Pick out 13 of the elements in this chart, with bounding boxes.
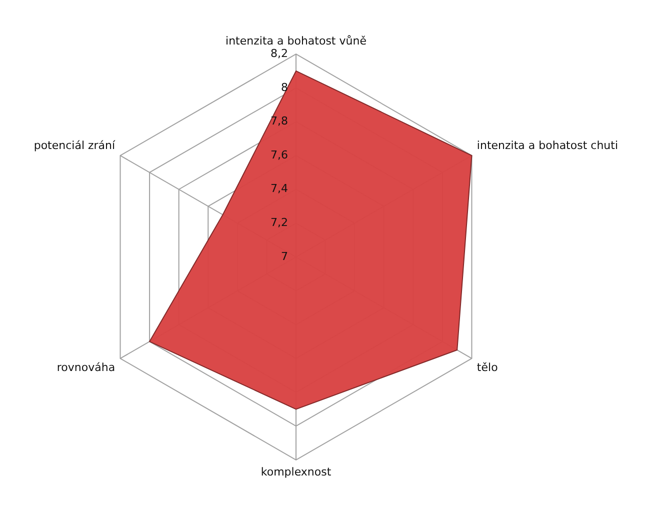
- y-tick-label: 8: [281, 80, 288, 94]
- y-tick-label: 7,6: [270, 148, 288, 162]
- y-tick-label: 7,8: [270, 114, 288, 128]
- spoke-label: komplexnost: [260, 465, 332, 478]
- y-tick-label: 7: [281, 250, 288, 263]
- spoke-label: tělo: [476, 360, 498, 374]
- spoke-label: rovnováha: [56, 360, 116, 374]
- spoke-label: intenzita a bohatost vůně: [226, 34, 367, 48]
- y-tick-label: 8,2: [270, 46, 288, 60]
- y-tick-label: 7,4: [270, 182, 288, 196]
- y-tick-label: 7,2: [270, 216, 288, 230]
- spoke-label: intenzita a bohatost chuti: [476, 138, 618, 152]
- spoke-label: potenciál zrání: [34, 138, 116, 152]
